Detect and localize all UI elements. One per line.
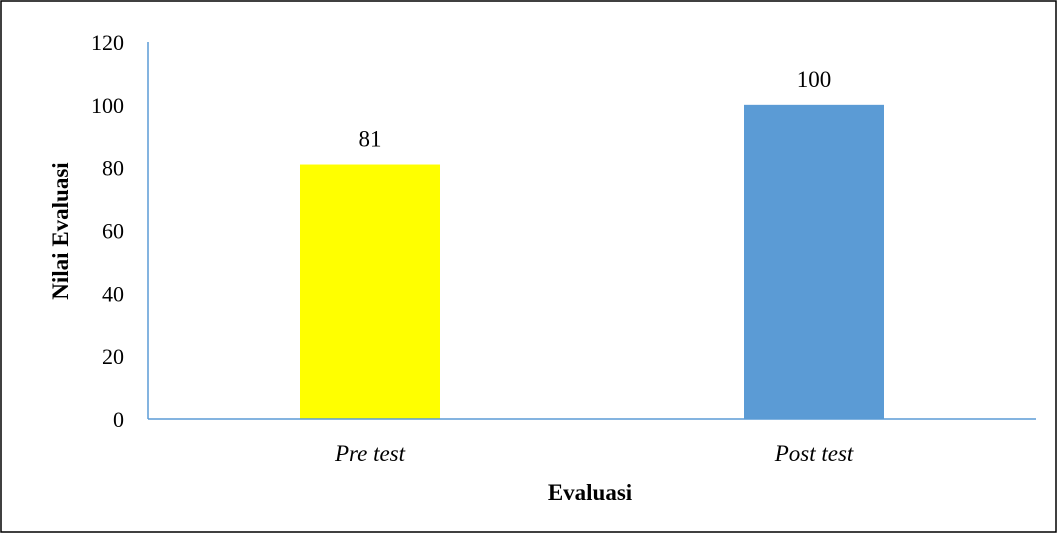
y-tick-label: 40 [102,281,124,306]
y-tick-label: 0 [113,407,124,432]
y-tick-label: 20 [102,344,124,369]
data-label: 81 [359,127,382,152]
y-tick-label: 80 [102,156,124,181]
bars [300,104,884,419]
x-tick-label: Post test [774,441,854,466]
x-axis-title: Evaluasi [548,480,633,505]
x-axis-ticks: Pre test Post test [334,441,854,466]
data-label: 100 [797,67,832,92]
y-axis-title: Nilai Evaluasi [48,162,73,300]
bar [300,164,440,419]
y-tick-label: 120 [91,30,124,55]
y-tick-label: 60 [102,219,124,244]
data-labels: 81 100 [359,67,832,152]
y-tick-label: 100 [91,93,124,118]
y-axis-ticks: 0 20 40 60 80 100 120 [91,30,124,432]
bar [744,104,884,419]
x-tick-label: Pre test [334,441,406,466]
